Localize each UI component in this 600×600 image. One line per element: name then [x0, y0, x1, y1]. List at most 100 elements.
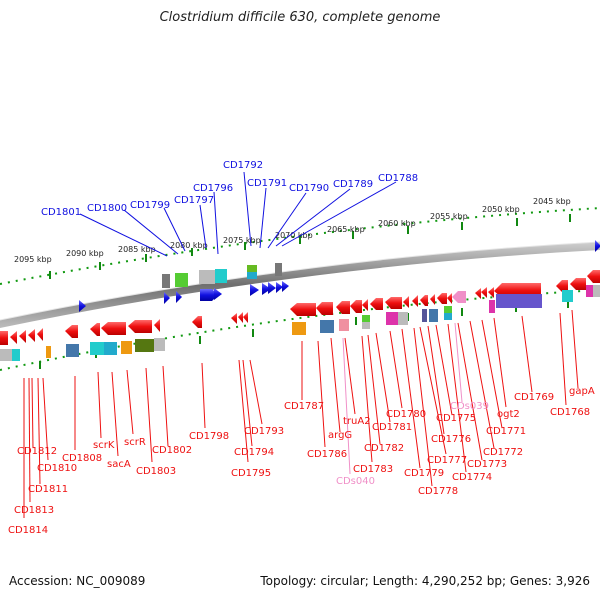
gene-label-cd1791: CD1791: [247, 178, 287, 189]
gene-CD1793[interactable]: [243, 312, 248, 323]
gene-label-cd1810: CD1810: [37, 463, 77, 474]
gene-label-scrk: scrK: [93, 440, 115, 451]
gene-label-cd1774: CD1774: [452, 472, 492, 483]
gene-edge-forward[interactable]: [595, 240, 600, 252]
gene-label-cd1777: CD1777: [427, 455, 467, 466]
gene-label-cd1773: CD1773: [467, 459, 507, 470]
accession-text: Accession: NC_009089: [9, 574, 146, 588]
map-title: Clostridium difficile 630, complete geno…: [159, 10, 441, 25]
gene-CD1777[interactable]: [430, 294, 435, 305]
gene-label-cd1792: CD1792: [223, 160, 263, 171]
gene-CD1778[interactable]: [420, 295, 428, 306]
gene-CD1797[interactable]: [200, 289, 218, 301]
gene-gapA[interactable]: [570, 278, 586, 290]
gene-sacA[interactable]: [101, 322, 126, 335]
gene-label-cd1795: CD1795: [231, 468, 271, 479]
gene-CD1787[interactable]: [290, 303, 316, 316]
gene-CD1791[interactable]: [262, 283, 271, 295]
gene-CD1789[interactable]: [276, 282, 283, 293]
gene-argG[interactable]: [336, 301, 350, 314]
gene-label-cd1799: CD1799: [130, 200, 170, 211]
scale-label-2065-kbp: 2065 kbp: [327, 225, 365, 234]
gene-CD1801[interactable]: [79, 300, 86, 312]
gene-label-cd1803: CD1803: [136, 466, 176, 477]
gene-CD1768[interactable]: [556, 280, 568, 292]
gene-CD1814[interactable]: [0, 331, 8, 345]
gene-label-cd1769: CD1769: [514, 392, 554, 403]
gene-scrR[interactable]: [128, 320, 152, 333]
scale-label-2060-kbp: 2060 kbp: [378, 219, 416, 228]
gene-CD1792[interactable]: [250, 284, 259, 296]
genome-backbone: [0, 242, 600, 328]
gene-CD1795[interactable]: [231, 313, 237, 324]
gene-label-cd1771: CD1771: [486, 426, 526, 437]
gene-label-argg: argG: [328, 430, 352, 441]
gene-CD1774[interactable]: [475, 288, 481, 299]
gene-CD1798[interactable]: [192, 316, 202, 328]
gene-CD1776[interactable]: [437, 293, 447, 304]
gene-CD1783[interactable]: [362, 299, 368, 311]
gene-label-scrr: scrR: [124, 437, 146, 448]
gene-label-trua2: truA2: [343, 416, 371, 427]
gene-CD1775[interactable]: [447, 293, 452, 304]
gene-CD1772[interactable]: [488, 287, 494, 298]
gene-CD1803[interactable]: [154, 319, 160, 332]
gene-CD1796[interactable]: [214, 288, 222, 300]
gene-label-cd1812: CD1812: [17, 446, 57, 457]
gene-label-cd1794: CD1794: [234, 447, 274, 458]
gene-truA2[interactable]: [350, 300, 362, 313]
gene-CD1811[interactable]: [28, 329, 35, 342]
gene-label-cd1788: CD1788: [378, 173, 418, 184]
gene-label-saca: sacA: [107, 459, 131, 470]
gene-CD1781[interactable]: [385, 297, 402, 309]
gene-CD1794[interactable]: [238, 312, 243, 323]
forward-domains: [162, 263, 282, 288]
upper-major-ticks: [49, 214, 571, 279]
gene-label-cd1796: CD1796: [193, 183, 233, 194]
gene-CD1808[interactable]: [65, 325, 78, 338]
gene-label-cd1787: CD1787: [284, 401, 324, 412]
gene-label-cd1772: CD1772: [483, 447, 523, 458]
scale-labels: 2095 kbp 2090 kbp 2085 kbp 2080 kbp 2075 kbp…: [14, 197, 571, 264]
scale-label-2055-kbp: 2055 kbp: [430, 212, 468, 221]
gene-label-cd1808: CD1808: [62, 453, 102, 464]
upper-scale-arc: [0, 207, 600, 285]
gene-CD1786[interactable]: [316, 302, 333, 315]
gene-label-cd1786: CD1786: [307, 449, 347, 460]
gene-CDs040[interactable]: [339, 319, 349, 331]
gene-CD1790[interactable]: [268, 282, 276, 294]
gene-label-gapa: gapA: [569, 386, 595, 397]
gene-edge-reverse[interactable]: [587, 270, 600, 283]
gene-CD1799[interactable]: [176, 291, 182, 303]
gene-label-cd1813: CD1813: [14, 505, 54, 516]
scale-label-2095-kbp: 2095 kbp: [14, 255, 52, 264]
gene-label-cd1797: CD1797: [174, 195, 214, 206]
gene-label-cd1790: CD1790: [289, 183, 329, 194]
gene-label-cd1768: CD1768: [550, 407, 590, 418]
gene-CD1780[interactable]: [403, 296, 409, 308]
gene-CD1773[interactable]: [481, 287, 487, 298]
gene-label-cds039: CDs039: [450, 401, 489, 412]
gene-CD1813[interactable]: [10, 331, 17, 344]
gene-CD1810[interactable]: [37, 328, 43, 341]
gene-label-cd1789: CD1789: [333, 179, 373, 190]
forward-leaders: [79, 171, 397, 257]
gene-CD1779[interactable]: [412, 295, 418, 307]
scale-label-2045-kbp: 2045 kbp: [533, 197, 571, 206]
gene-CD1782[interactable]: [370, 298, 383, 310]
genome-summary-text: Topology: circular; Length: 4,290,252 bp…: [260, 574, 590, 588]
gene-CD1800[interactable]: [164, 292, 170, 304]
scale-label-2080-kbp: 2080 kbp: [170, 241, 208, 250]
gene-label-cd1798: CD1798: [189, 431, 229, 442]
scale-label-2090-kbp: 2090 kbp: [66, 249, 104, 258]
reverse-genes: [0, 270, 600, 345]
gene-CD1812[interactable]: [19, 330, 26, 343]
gene-CD1788[interactable]: [282, 281, 289, 292]
gene-label-cd1783: CD1783: [353, 464, 393, 475]
gene-label-cd1776: CD1776: [431, 434, 471, 445]
gene-scrK[interactable]: [90, 323, 100, 336]
gene-CDs039[interactable]: [452, 291, 466, 303]
